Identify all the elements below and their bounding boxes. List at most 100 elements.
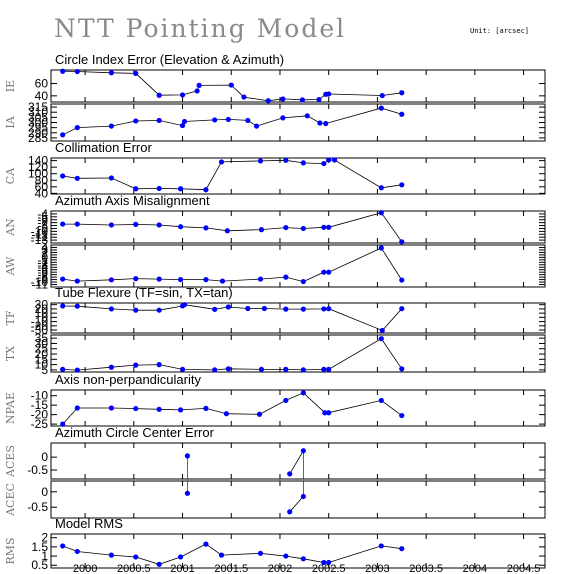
data-point <box>323 120 329 127</box>
data-point <box>133 70 139 76</box>
data-point <box>300 225 306 232</box>
data-point <box>177 186 184 192</box>
panel-frame <box>50 533 546 569</box>
series-line <box>62 107 402 136</box>
panel-frame <box>50 442 546 480</box>
y-tick-label: 40 <box>35 89 49 103</box>
data-point <box>181 302 188 308</box>
panel-frame <box>50 157 546 195</box>
y-tick-label: 100 <box>28 167 48 181</box>
data-point <box>283 274 289 280</box>
data-point <box>156 185 162 192</box>
x-tick-label: 2003 <box>365 563 389 574</box>
data-point <box>74 221 80 227</box>
y-tick-label: -7 <box>37 216 48 230</box>
data-point <box>331 157 338 163</box>
y-tick-label: -13 <box>31 233 49 247</box>
data-point <box>179 122 186 129</box>
data-point <box>245 117 251 124</box>
y-tick-label: -11 <box>32 278 49 292</box>
data-point <box>60 68 66 74</box>
y-tick-label: -10 <box>31 224 49 238</box>
y-axis-label: ACEC <box>4 483 17 517</box>
y-tick-label: -10 <box>31 315 49 329</box>
y-tick-label: 30 <box>35 336 49 350</box>
data-point <box>326 91 332 97</box>
x-tick-label: 2003.5 <box>409 563 443 574</box>
data-point <box>218 552 225 558</box>
data-point <box>74 367 80 373</box>
data-point <box>321 160 327 167</box>
section-title: Tube Flexure (TF=sin, TX=tan) <box>55 285 233 300</box>
data-point <box>300 556 306 562</box>
data-point <box>399 546 405 552</box>
data-point <box>258 366 265 372</box>
data-point <box>74 125 80 131</box>
data-point <box>321 306 327 312</box>
data-point <box>74 405 80 411</box>
y-tick-label: -10 <box>31 275 49 289</box>
x-tick-label: 2000.5 <box>117 563 151 574</box>
data-point <box>326 410 332 416</box>
data-point <box>253 123 260 129</box>
data-point <box>194 88 200 94</box>
data-point <box>224 228 230 234</box>
data-point <box>399 239 405 245</box>
data-point <box>108 123 115 129</box>
data-point <box>179 366 186 372</box>
data-point <box>321 559 327 566</box>
section-title: Collimation Error <box>55 140 152 155</box>
y-tick-label: -12 <box>31 230 49 244</box>
data-point <box>225 304 231 310</box>
panel-frame <box>50 480 546 519</box>
data-point <box>316 96 322 103</box>
y-tick-label: -25 <box>31 417 49 431</box>
data-point <box>321 366 327 372</box>
y-tick-label: -9 <box>37 273 48 287</box>
data-point <box>300 390 306 396</box>
data-point <box>399 277 405 283</box>
y-tick-label: -4 <box>37 260 48 274</box>
data-point <box>257 158 264 164</box>
y-tick-label: 0.5 <box>31 558 48 572</box>
panel-frame <box>50 210 546 244</box>
y-tick-label: 310 <box>28 105 48 119</box>
y-tick-label: 285 <box>28 131 48 145</box>
data-point <box>265 98 271 104</box>
y-tick-label: -20 <box>31 319 49 333</box>
data-point <box>300 367 306 373</box>
section-title: Model RMS <box>55 516 123 531</box>
y-axis-label: NPAE <box>4 392 17 424</box>
y-tick-label: 0 <box>41 485 48 499</box>
y-tick-label: 15 <box>35 352 49 366</box>
data-point <box>257 550 264 556</box>
y-tick-label: 5 <box>41 363 48 377</box>
y-tick-label: -10 <box>31 389 49 403</box>
data-point <box>283 306 289 312</box>
x-tick-label: 2000 <box>73 563 97 574</box>
data-point <box>108 364 115 370</box>
data-point <box>225 116 231 123</box>
data-point <box>156 276 162 282</box>
y-axis-label: AN <box>4 218 17 237</box>
data-point <box>60 543 66 549</box>
y-tick-label: 35 <box>35 331 49 345</box>
data-point <box>378 185 384 191</box>
y-axis-label: TF <box>4 310 17 325</box>
series-line <box>289 496 304 513</box>
y-tick-label: -5 <box>37 210 48 224</box>
data-point <box>212 117 218 123</box>
data-point <box>300 160 306 166</box>
data-point <box>133 186 139 192</box>
data-point <box>179 92 186 98</box>
data-point <box>203 276 209 283</box>
y-tick-label: 30 <box>35 298 49 312</box>
series-line <box>62 212 403 243</box>
y-axis-label: CA <box>4 167 17 184</box>
y-tick-label: -0.5 <box>27 500 48 514</box>
data-point <box>108 306 115 312</box>
panel-npae: NPAE -10-15-20-25 <box>4 389 546 431</box>
data-point <box>156 222 162 228</box>
